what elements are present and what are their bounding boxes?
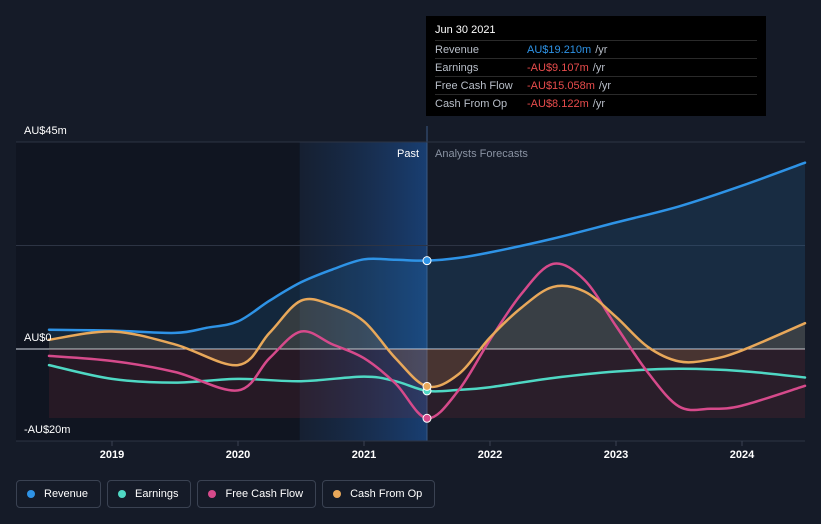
legend-label: Revenue [44, 488, 89, 500]
tooltip-row-revenue: Revenue AU$19.210m /yr [435, 40, 757, 58]
tooltip-row-label: Earnings [435, 61, 479, 74]
tooltip-row-value: AU$19.210m [527, 43, 592, 56]
legend-item-earnings[interactable]: Earnings [107, 480, 192, 508]
past-highlight-edge [299, 142, 300, 441]
past-dim-region [16, 142, 299, 441]
series-area-revenue [49, 162, 805, 349]
tooltip-date: Jun 30 2021 [435, 24, 496, 36]
tooltip-row-cash-from-op: Cash From Op -AU$8.122m /yr [435, 94, 757, 112]
legend-item-free-cash-flow[interactable]: Free Cash Flow [197, 480, 317, 508]
y-tick-label: -AU$20m [24, 424, 70, 436]
tooltip-row-label: Cash From Op [435, 97, 508, 110]
legend-dot-icon [208, 490, 217, 498]
past-highlight-region [299, 142, 427, 441]
series-line-cash-from-op [47, 284, 807, 389]
tooltip-row-unit: /yr [595, 43, 608, 56]
x-tick-label: 2019 [100, 449, 124, 461]
y-tick-label: AU$45m [24, 125, 67, 137]
series-area-cash-from-op [49, 285, 805, 387]
tooltip-row-value: -AU$9.107m [527, 61, 589, 74]
x-tick-label: 2020 [226, 449, 250, 461]
chart-legend: Revenue Earnings Free Cash Flow Cash Fro… [16, 480, 436, 510]
legend-dot-icon [333, 490, 342, 498]
legend-label: Earnings [135, 488, 179, 500]
series-line-revenue [47, 161, 807, 335]
tooltip-row-earnings: Earnings -AU$9.107m /yr [435, 58, 757, 76]
y-tick-label: AU$0 [24, 332, 52, 344]
legend-item-cash-from-op[interactable]: Cash From Op [322, 480, 436, 508]
tooltip-row-unit: /yr [598, 79, 612, 92]
data-point-cash-from-op [422, 381, 432, 391]
tooltip-row-value: -AU$15.058m [527, 79, 595, 92]
tooltip-row-free-cash-flow: Free Cash Flow -AU$15.058m /yr [435, 76, 757, 94]
tooltip-row-label: Free Cash Flow [435, 79, 513, 92]
x-tick-label: 2022 [478, 449, 502, 461]
x-tick-label: 2023 [604, 449, 628, 461]
tooltip-row-label: Revenue [435, 43, 480, 56]
past-label: Past [397, 148, 419, 160]
data-point-revenue [422, 256, 432, 266]
legend-dot-icon [27, 490, 35, 498]
legend-item-revenue[interactable]: Revenue [16, 480, 102, 508]
data-point-free-cash-flow [422, 413, 432, 423]
legend-label: Cash From Op [350, 488, 423, 500]
series-line-free-cash-flow [47, 262, 807, 420]
tooltip: Jun 30 2021 Revenue AU$19.210m /yr Earni… [426, 16, 766, 116]
tooltip-row-value: -AU$8.122m [527, 97, 589, 110]
x-tick-label: 2021 [352, 449, 376, 461]
forecast-label: Analysts Forecasts [435, 148, 528, 160]
x-tick-label: 2024 [730, 449, 755, 461]
legend-label: Free Cash Flow [225, 488, 304, 500]
legend-dot-icon [118, 490, 127, 498]
tooltip-row-unit: /yr [592, 61, 605, 74]
tooltip-row-unit: /yr [592, 97, 605, 110]
